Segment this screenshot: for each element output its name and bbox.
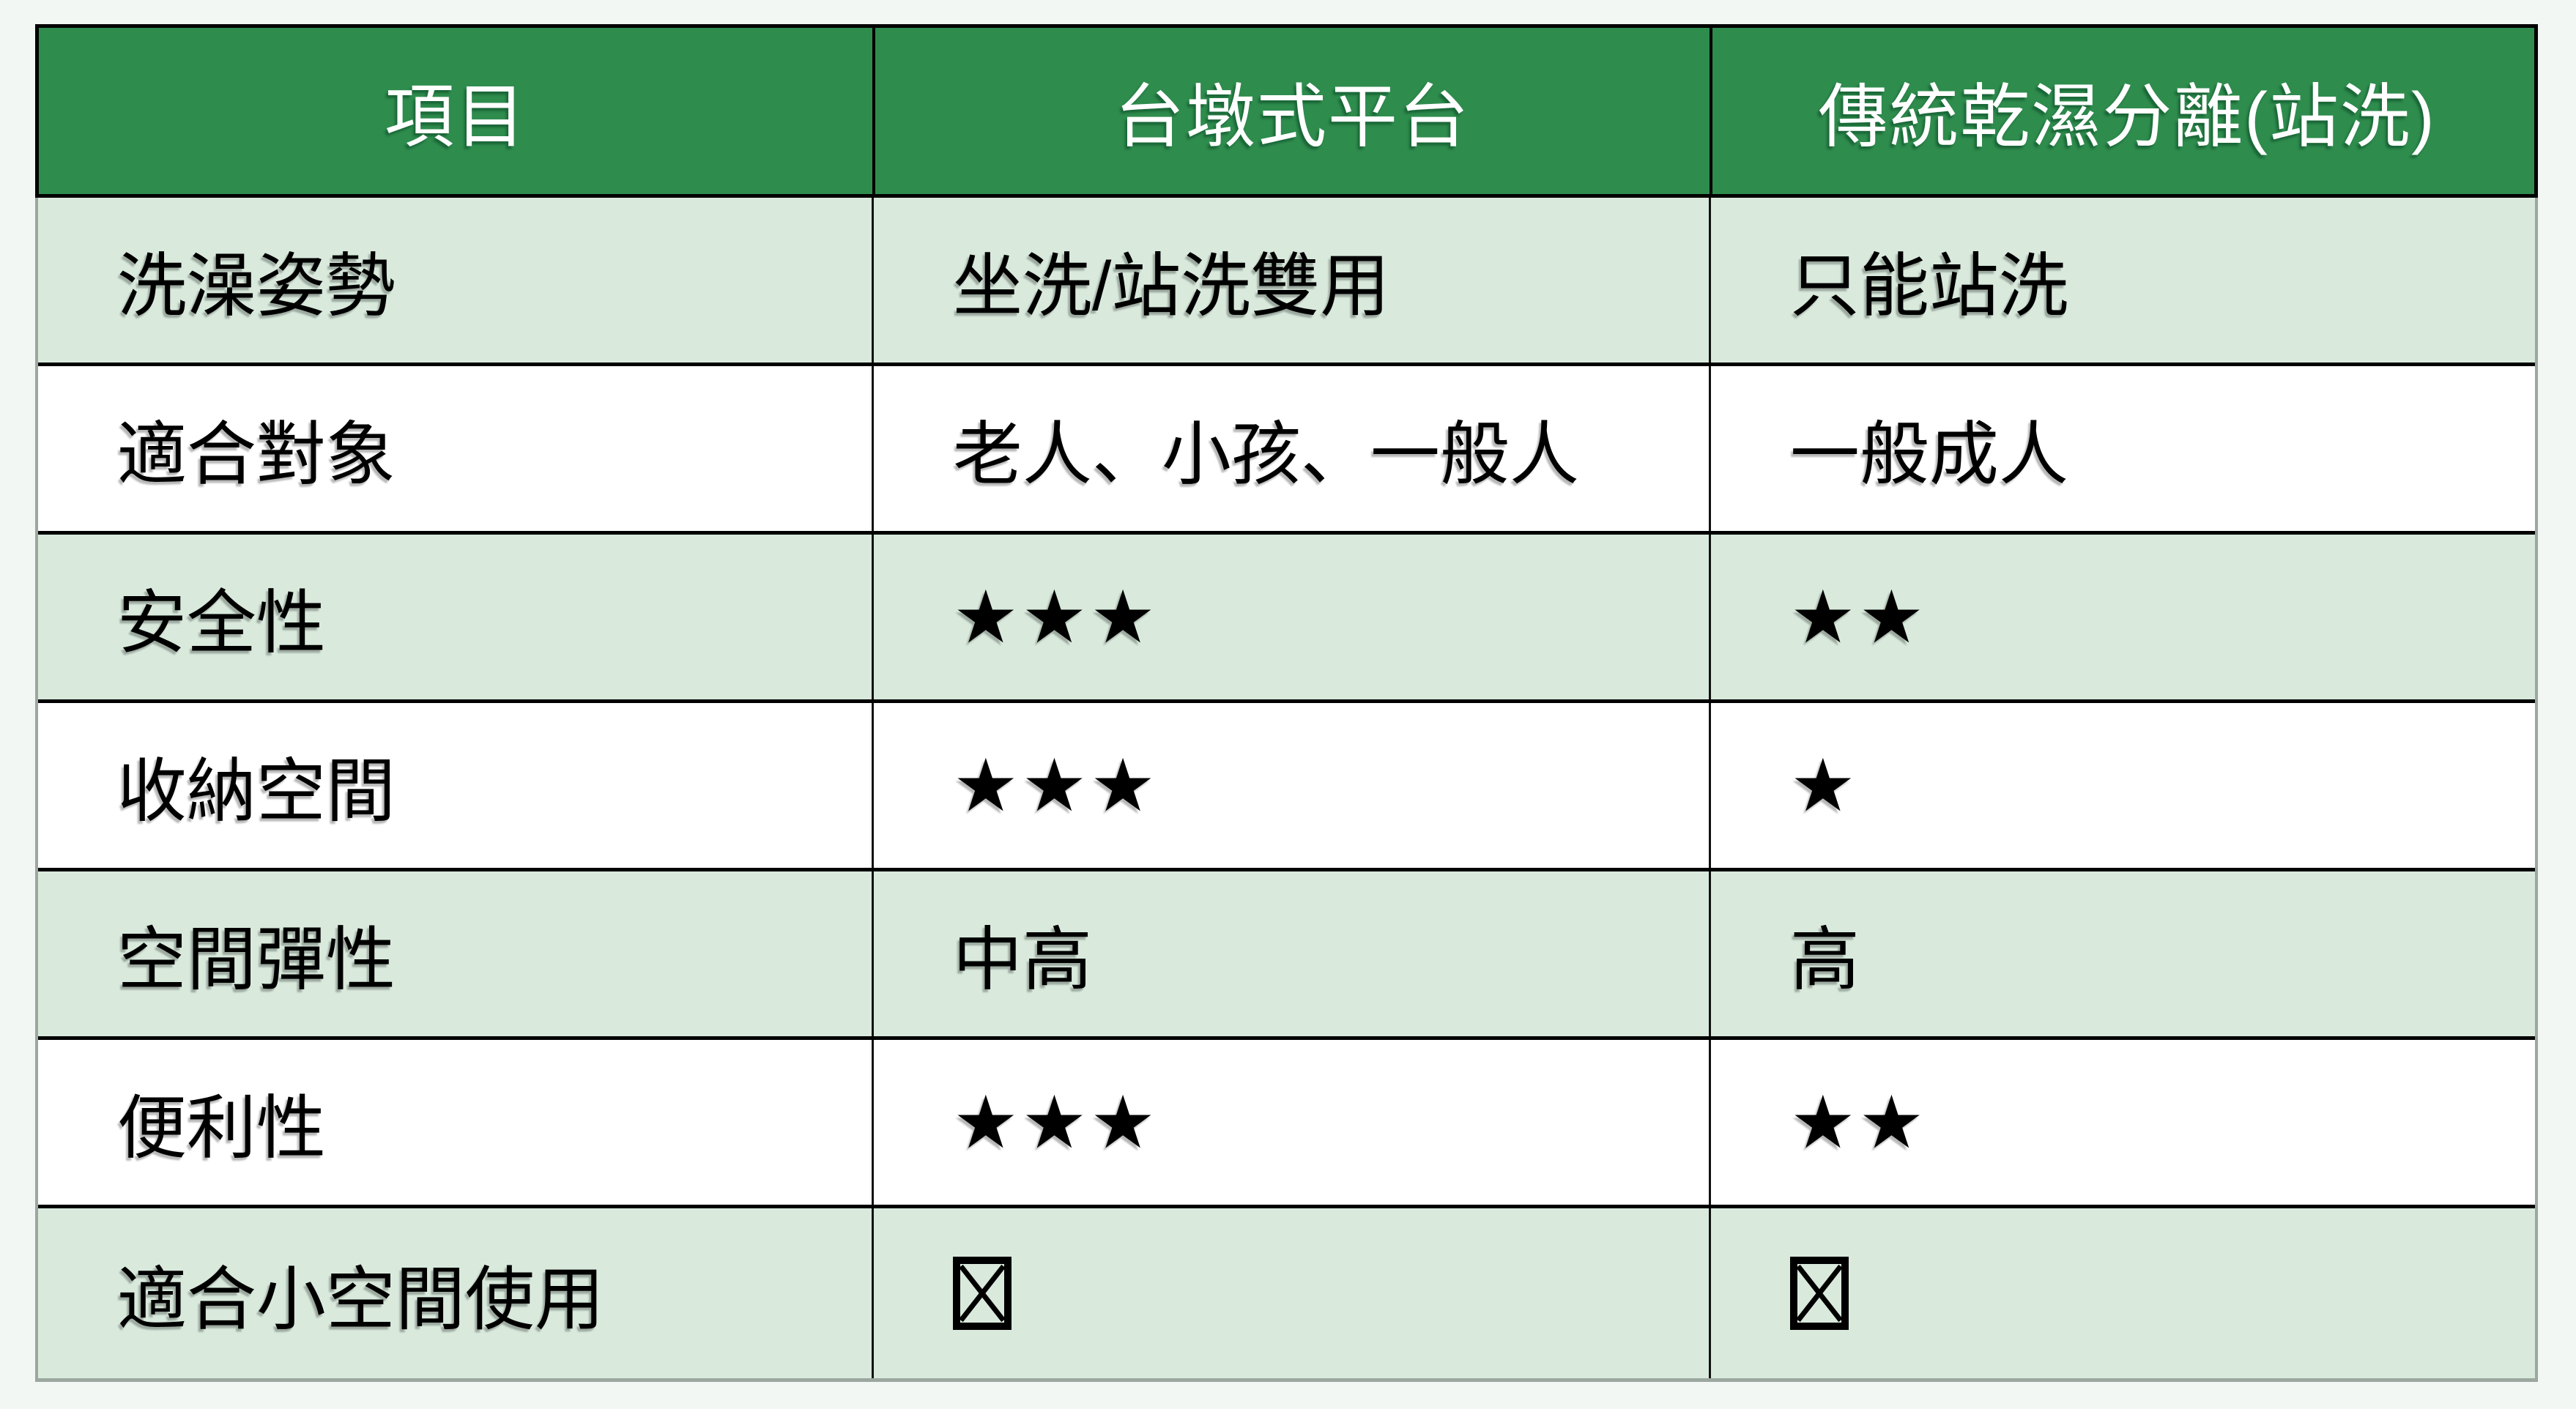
star-rating: ★★ [1790, 576, 1928, 658]
missing-glyph-box-icon [953, 1257, 1012, 1330]
cell-value [874, 1208, 1711, 1378]
table-row-convenience: 便利性 ★★★ ★★ [38, 1040, 2535, 1208]
table-row-safety: 安全性 ★★★ ★★ [38, 535, 2535, 703]
table-row-small-space-suitability: 適合小空間使用 [38, 1208, 2535, 1378]
star-rating: ★ [1790, 745, 1859, 827]
row-label: 空間彈性 [38, 871, 874, 1036]
row-label: 便利性 [38, 1040, 874, 1205]
table-row-storage-space: 收納空間 ★★★ ★ [38, 703, 2535, 871]
table-row-suitable-users: 適合對象 老人、小孩、一般人 一般成人 [38, 366, 2535, 535]
star-rating: ★★★ [874, 535, 1711, 699]
missing-glyph-box-icon [1790, 1257, 1849, 1330]
cell-value: 老人、小孩、一般人 [874, 366, 1711, 531]
cell-value: 只能站洗 [1790, 248, 2069, 325]
header-cell-item: 項目 [39, 28, 875, 194]
header-cell-platform-type: 台墩式平台 [875, 28, 1712, 194]
star-rating: ★★★ [874, 703, 1711, 868]
table-row-space-flexibility: 空間彈性 中高 高 [38, 871, 2535, 1040]
row-label: 安全性 [38, 535, 874, 699]
cell-value: 坐洗/站洗雙用 [874, 198, 1711, 363]
comparison-table: 項目 台墩式平台 傳統乾濕分離(站洗) 洗澡姿勢 坐洗/站洗雙用 只能站洗 適合… [35, 24, 2538, 1382]
table-row-bathing-posture: 洗澡姿勢 坐洗/站洗雙用 只能站洗 [38, 198, 2535, 366]
star-rating: ★★ [1790, 1082, 1928, 1164]
row-label: 適合小空間使用 [38, 1208, 874, 1378]
cell-value: 中高 [874, 871, 1711, 1036]
row-label: 適合對象 [38, 366, 874, 531]
table-body: 洗澡姿勢 坐洗/站洗雙用 只能站洗 適合對象 老人、小孩、一般人 一般成人 安全… [35, 198, 2538, 1382]
star-rating: ★★★ [874, 1040, 1711, 1205]
row-label: 收納空間 [38, 703, 874, 868]
cell-value: 一般成人 [1790, 416, 2069, 494]
cell-value: 高 [1790, 921, 1860, 999]
cell-value [1711, 1208, 2535, 1378]
header-cell-traditional-type: 傳統乾濕分離(站洗) [1818, 78, 2436, 156]
row-label: 洗澡姿勢 [38, 198, 874, 363]
table-header-row: 項目 台墩式平台 傳統乾濕分離(站洗) [35, 24, 2538, 198]
